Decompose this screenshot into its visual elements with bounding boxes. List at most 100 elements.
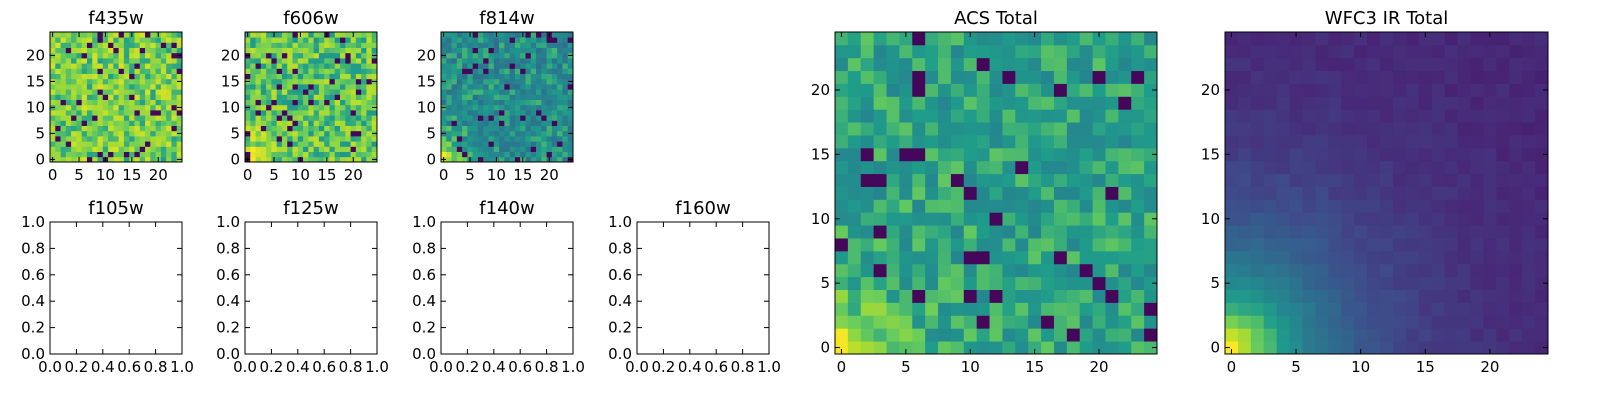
heatmap-cell <box>334 78 341 85</box>
heatmap-cell <box>860 250 875 265</box>
heatmap-cell <box>462 130 468 137</box>
heatmap-cell <box>1131 96 1145 110</box>
heatmap-cell <box>1276 186 1290 200</box>
heatmap-cell <box>1263 135 1278 149</box>
heatmap-cell <box>1522 238 1536 252</box>
heatmap-cell <box>483 42 489 48</box>
heatmap-cell <box>1328 173 1342 187</box>
heatmap-cell <box>245 68 251 74</box>
heatmap-cell <box>546 84 553 90</box>
heatmap-cell <box>1418 250 1433 265</box>
heatmap-cell <box>1028 135 1042 149</box>
heatmap-cell <box>493 42 500 48</box>
heatmap-cell <box>456 99 463 106</box>
heatmap-cell <box>509 99 516 106</box>
heatmap-cell <box>92 58 98 64</box>
heatmap-cell <box>472 94 479 100</box>
heatmap-cell <box>76 136 83 142</box>
heatmap-cell <box>963 315 978 329</box>
heatmap-cell <box>340 52 346 59</box>
heatmap-cell <box>276 115 283 121</box>
heatmap-cell <box>1315 44 1329 59</box>
heatmap-cell <box>1131 57 1145 72</box>
heatmap-cell <box>462 146 468 152</box>
heatmap-cell <box>567 141 574 147</box>
heatmap-cell <box>1431 83 1446 97</box>
heatmap-cell <box>912 289 926 303</box>
heatmap-cell <box>65 146 72 152</box>
heatmap-cell <box>50 120 56 126</box>
heatmap-cell <box>340 89 346 95</box>
heatmap-cell <box>456 58 463 64</box>
heatmap-cell <box>1328 315 1342 329</box>
heatmap-cell <box>477 68 484 74</box>
heatmap-cell <box>488 68 495 74</box>
heatmap-cell <box>467 73 474 80</box>
heatmap-cell <box>303 84 309 90</box>
heatmap-cell <box>1002 238 1016 252</box>
heatmap-cell <box>50 125 56 132</box>
heatmap-cell <box>976 225 990 239</box>
heatmap-cell <box>1225 263 1239 278</box>
heatmap-cell <box>1470 186 1484 200</box>
heatmap-cell <box>303 125 309 132</box>
heatmap-cell <box>81 32 88 38</box>
heatmap-cell <box>514 63 521 69</box>
heatmap-cell <box>113 115 120 121</box>
heatmap-cell <box>462 104 468 111</box>
heatmap-cell <box>886 44 900 59</box>
heatmap-cell <box>303 104 309 111</box>
heatmap-cell <box>477 156 484 163</box>
heatmap-cell <box>1418 96 1433 110</box>
heatmap-cell <box>1418 70 1433 84</box>
heatmap-cell <box>912 160 926 175</box>
heatmap-cell <box>371 42 378 48</box>
heatmap-cell <box>1053 212 1068 226</box>
heatmap-cell <box>1289 122 1303 136</box>
heatmap-cell <box>912 109 926 123</box>
heatmap-cell <box>340 151 346 158</box>
heatmap-cell <box>271 89 278 95</box>
heatmap-cell <box>1053 70 1068 84</box>
heatmap-cell <box>451 58 458 64</box>
heatmap-cell <box>1079 109 1093 123</box>
heatmap-cell <box>1315 212 1329 226</box>
heatmap-cell <box>925 225 939 239</box>
heatmap-cell <box>308 146 315 152</box>
heatmap-cell <box>134 42 141 48</box>
heatmap-cell <box>55 110 61 116</box>
heatmap-cell <box>150 42 156 48</box>
x-tick-label: 10 <box>487 166 506 184</box>
heatmap-cell <box>1354 83 1368 97</box>
heatmap-cell <box>171 120 178 126</box>
heatmap-cell <box>250 130 256 137</box>
heatmap-cell <box>139 120 146 126</box>
heatmap-cell <box>308 68 315 74</box>
heatmap-cell <box>60 130 67 137</box>
heatmap-cell <box>155 52 162 59</box>
x-tick-label: 10 <box>961 358 980 376</box>
heatmap-cell <box>123 156 130 163</box>
heatmap-cell <box>950 44 965 59</box>
heatmap-cell <box>271 136 278 142</box>
heatmap-cell <box>129 141 135 147</box>
heatmap-cell <box>71 89 77 95</box>
y-tick-label: 5 <box>820 274 830 292</box>
heatmap-cell <box>113 63 120 69</box>
heatmap-cell <box>847 32 862 46</box>
heatmap-cell <box>297 110 304 116</box>
heatmap-cell <box>71 130 77 137</box>
heatmap-cell <box>1079 225 1093 239</box>
heatmap-cell <box>1092 328 1106 342</box>
heatmap-cell <box>557 58 563 64</box>
heatmap-cell <box>60 84 67 90</box>
heatmap-cell <box>145 115 151 121</box>
heatmap-cell <box>1483 238 1497 252</box>
heatmap-cell <box>266 84 272 90</box>
heatmap-cell <box>1341 328 1355 342</box>
heatmap-cell <box>1380 135 1394 149</box>
heatmap-cell <box>541 42 547 48</box>
heatmap-cell <box>912 341 926 355</box>
heatmap-cell <box>76 94 83 100</box>
heatmap-cell <box>361 37 367 43</box>
